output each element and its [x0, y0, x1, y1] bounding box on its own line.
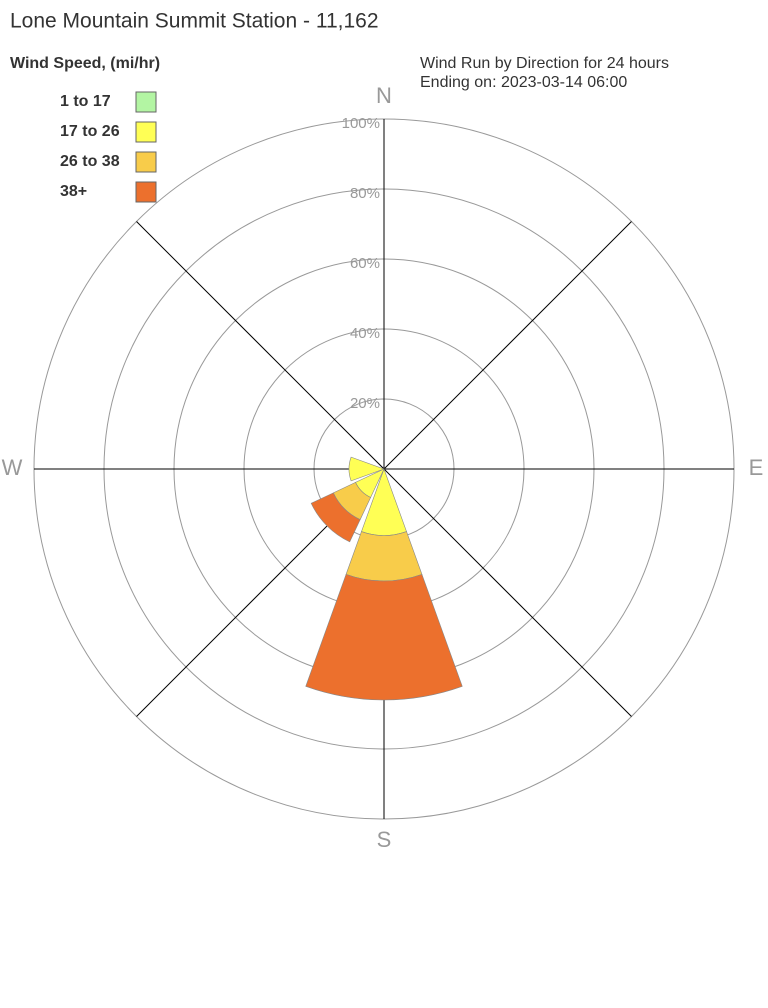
r-tick-label: 60% [350, 255, 380, 272]
legend-swatch [135, 181, 157, 203]
direction-label: S [377, 827, 392, 852]
subtitle: Wind Run by Direction for 24 hours [420, 55, 669, 72]
direction-label: E [749, 455, 764, 480]
legend-swatch [135, 121, 157, 143]
sector [310, 492, 361, 543]
legend-label: 38+ [60, 183, 87, 200]
r-tick-label: 20% [350, 395, 380, 412]
sector [348, 456, 385, 482]
chart-title: Lone Mountain Summit Station - 11,162 [10, 10, 379, 33]
r-tick-label: 100% [342, 115, 380, 132]
spoke [383, 221, 632, 470]
sector [305, 573, 463, 701]
legend-swatch [135, 91, 157, 113]
legend-title: Wind Speed, (mi/hr) [10, 55, 160, 72]
spoke [136, 221, 385, 470]
subtitle: Ending on: 2023-03-14 06:00 [420, 74, 627, 91]
r-tick-label: 80% [350, 185, 380, 202]
direction-label: N [376, 83, 392, 108]
direction-label: W [2, 455, 23, 480]
legend-swatch [135, 151, 157, 173]
legend-label: 26 to 38 [60, 153, 120, 170]
legend-label: 1 to 17 [60, 93, 111, 110]
spoke [383, 468, 632, 717]
legend-label: 17 to 26 [60, 123, 120, 140]
r-tick-label: 40% [350, 325, 380, 342]
